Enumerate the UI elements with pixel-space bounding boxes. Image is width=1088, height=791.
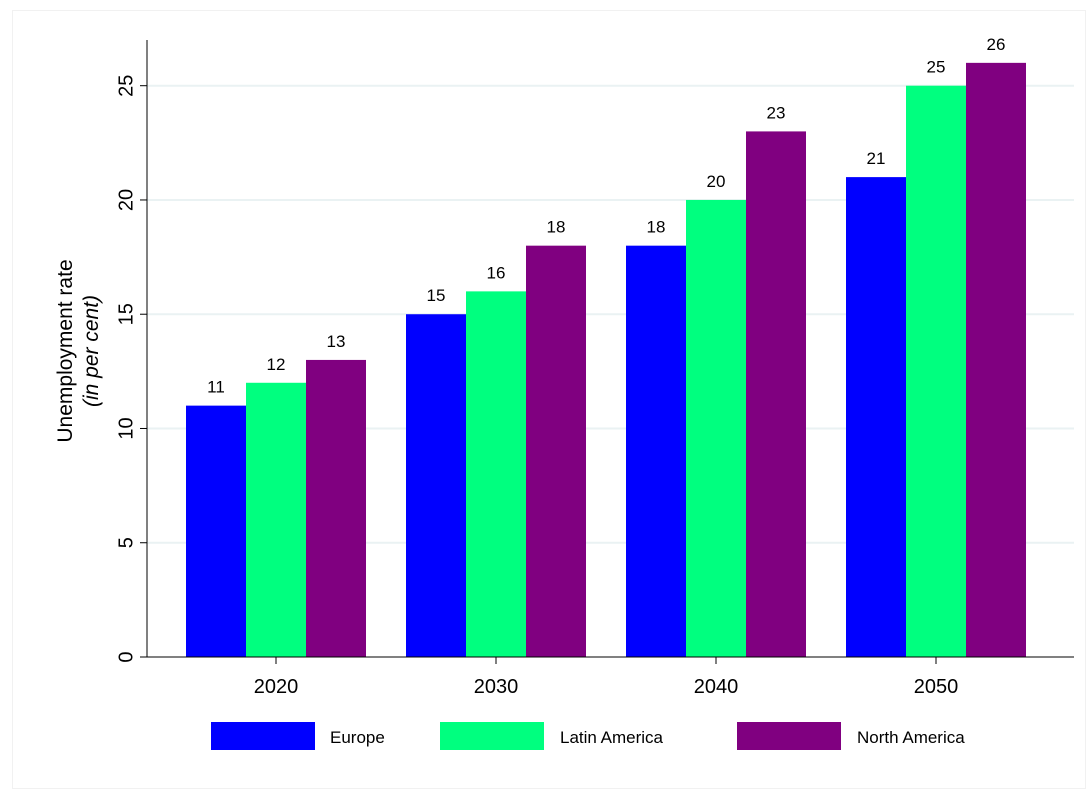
y-axis-sublabel: (in per cent) (80, 295, 103, 407)
bar-value-label: 13 (327, 332, 346, 351)
legend: Europe Latin America North America (211, 722, 965, 750)
x-tick-label: 2050 (914, 676, 959, 698)
bar-value-label: 18 (547, 218, 566, 237)
bar-value-label: 25 (927, 58, 946, 77)
x-tick-label: 2020 (254, 676, 299, 698)
y-tick-label: 10 (115, 417, 137, 439)
y-ticks: 0 5 10 15 20 25 (115, 75, 147, 663)
bar-value-label: 26 (987, 35, 1006, 54)
axes (146, 40, 1074, 658)
x-tick-label: 2040 (694, 676, 739, 698)
bar (306, 359, 366, 657)
y-tick-label: 0 (115, 651, 137, 662)
bar (466, 291, 526, 657)
legend-swatch (211, 722, 315, 750)
y-tick-label: 25 (115, 75, 137, 97)
bar-value-label: 21 (867, 149, 886, 168)
legend-swatch (737, 722, 841, 750)
x-tick-label: 2030 (474, 676, 519, 698)
legend-swatch (440, 722, 544, 750)
bar-value-label: 12 (267, 355, 286, 374)
bar-value-label: 11 (207, 378, 225, 397)
bar (686, 199, 746, 658)
legend-label: Europe (330, 728, 385, 747)
bar-value-label: 15 (427, 286, 446, 305)
bar (626, 245, 686, 657)
bar-value-label: 18 (647, 218, 666, 237)
y-tick-label: 15 (115, 303, 137, 325)
bar (246, 382, 306, 657)
bar (966, 62, 1026, 657)
bar-value-label: 20 (707, 172, 726, 191)
bars (186, 62, 1026, 658)
y-axis-label: Unemployment rate (54, 259, 77, 442)
y-tick-label: 20 (115, 189, 137, 211)
bar (906, 85, 966, 657)
x-ticks: 2020 2030 2040 2050 (254, 657, 959, 698)
bar-value-label: 16 (487, 263, 506, 282)
bar-value-label: 23 (767, 103, 786, 122)
bar (846, 177, 906, 657)
bar (526, 245, 586, 657)
bar (746, 131, 806, 657)
legend-label: North America (857, 728, 965, 747)
data-labels: 11 12 13 15 16 18 18 20 23 21 25 26 (207, 35, 1005, 397)
y-axis-title: Unemployment rate (in per cent) (54, 259, 103, 442)
bar (406, 314, 466, 657)
y-tick-label: 5 (115, 537, 137, 548)
legend-label: Latin America (560, 728, 664, 747)
bar (186, 405, 246, 657)
